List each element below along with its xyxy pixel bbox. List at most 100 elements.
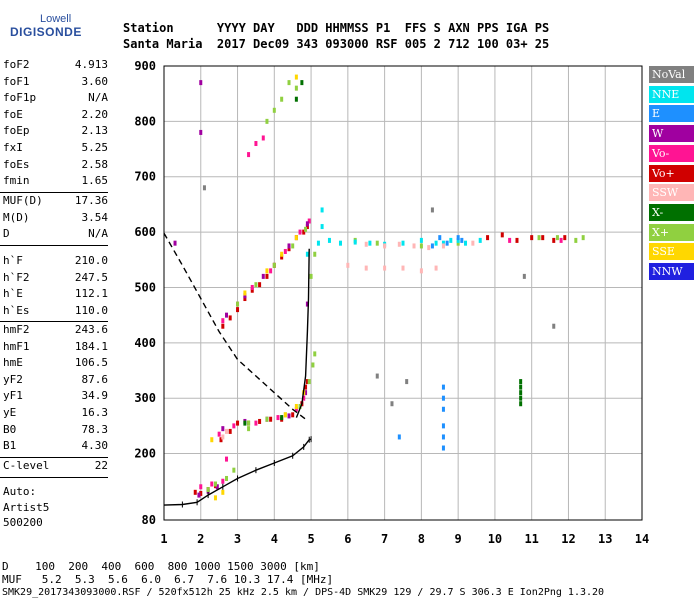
legend-item: Vo- (649, 144, 694, 162)
param-separator (0, 244, 108, 246)
data-point (280, 415, 284, 421)
auto-scaler-line: 500200 (3, 516, 43, 529)
data-point (307, 379, 311, 385)
data-point (298, 229, 302, 235)
data-point (199, 490, 203, 496)
data-point (552, 237, 556, 243)
y-tick-label: 800 (134, 114, 156, 128)
x-tick-label: 8 (418, 532, 425, 546)
param-separator (0, 456, 108, 458)
param-value: 2.20 (81, 107, 109, 121)
y-tick-label: 600 (134, 225, 156, 239)
param-name: h`Es (3, 303, 30, 317)
param-name: yF1 (3, 389, 23, 403)
header-labels: Station YYYY DAY DDD HHMMSS P1 FFS S AXN… (123, 21, 550, 35)
data-point (221, 489, 225, 495)
data-point (559, 237, 563, 243)
data-point (412, 243, 416, 249)
data-point (541, 235, 545, 241)
data-point (307, 218, 311, 224)
param-name: h`E (3, 287, 23, 301)
y-tick-label: 300 (134, 391, 156, 405)
param-name: foF1p (3, 91, 37, 105)
data-point (265, 118, 269, 124)
data-point (515, 237, 519, 243)
data-point (294, 404, 298, 409)
data-point (537, 235, 541, 241)
data-point (434, 265, 438, 271)
data-point (574, 237, 578, 243)
data-point (313, 251, 317, 257)
data-point (364, 241, 368, 247)
data-point (555, 235, 559, 241)
data-point (311, 362, 315, 368)
data-point (254, 141, 258, 147)
param-value: 4.30 (81, 439, 109, 453)
data-point (243, 293, 247, 299)
param-name: yF2 (3, 372, 23, 386)
param-name: fxI (3, 141, 23, 154)
y-tick-label: 400 (134, 336, 156, 350)
data-point (441, 384, 445, 390)
data-point (287, 246, 291, 252)
data-point (221, 478, 225, 484)
data-point (338, 240, 342, 246)
data-point (250, 284, 254, 290)
data-point (401, 265, 405, 271)
x-tick-label: 5 (307, 532, 314, 546)
y-tick-label: 80 (142, 513, 156, 527)
param-value: 22 (94, 459, 108, 472)
footer-info: SMK29_2017343093000.RSF / 520fx512h 25 k… (2, 587, 605, 598)
data-point (269, 416, 273, 422)
data-point (405, 379, 409, 385)
param-name: h`F2 (3, 270, 30, 284)
data-point (199, 80, 203, 86)
y-tick-label: 500 (134, 280, 156, 294)
param-value: 5.25 (81, 141, 109, 154)
data-point (449, 237, 453, 243)
x-tick-label: 13 (598, 532, 612, 546)
data-point (217, 431, 221, 437)
data-point (269, 268, 273, 274)
legend-item: NNW (649, 263, 694, 280)
data-point (283, 248, 287, 254)
logo-lowell: Lowell (40, 13, 72, 25)
data-point (206, 487, 210, 493)
param-name: hmF2 (3, 323, 30, 336)
param-name: foEs (3, 157, 30, 171)
legend-item: W (649, 125, 694, 143)
data-point (294, 85, 298, 91)
legend-item: SSE (649, 243, 694, 261)
data-point (258, 418, 262, 424)
legend-item: E (649, 105, 694, 123)
x-tick-label: 7 (381, 532, 388, 546)
data-point (305, 224, 309, 230)
param-value: N/A (88, 227, 108, 241)
param-name: foF2 (3, 58, 30, 71)
x-tick-label: 14 (635, 532, 649, 546)
data-point (210, 481, 214, 487)
data-point (280, 251, 284, 257)
data-point (247, 152, 251, 158)
param-value: 2.58 (81, 157, 109, 171)
data-point (261, 135, 265, 141)
data-point (261, 273, 265, 279)
x-tick-label: 11 (524, 532, 538, 546)
param-value: 1.65 (81, 174, 109, 188)
electron-density-profile-line (163, 438, 312, 506)
y-tick-label: 700 (134, 170, 156, 184)
data-point (199, 129, 203, 135)
data-point (225, 428, 229, 434)
data-point (320, 207, 324, 213)
param-value: 3.60 (81, 74, 109, 88)
data-point (199, 484, 203, 490)
data-point (221, 426, 225, 432)
x-tick-label: 4 (271, 532, 278, 546)
param-value: 4.913 (74, 58, 108, 71)
data-point (243, 420, 247, 426)
param-name: B1 (3, 439, 17, 453)
data-point (294, 96, 298, 102)
data-point (197, 492, 201, 498)
